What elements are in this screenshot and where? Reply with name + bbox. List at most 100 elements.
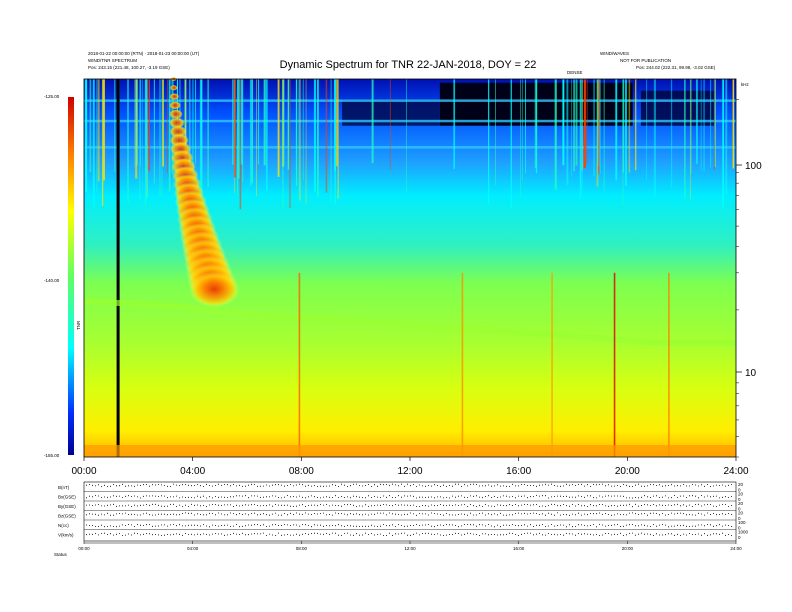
noise-streak <box>330 79 332 201</box>
bottom-tick-label: 04:00 <box>187 546 199 551</box>
noise-streak <box>579 79 582 198</box>
spike-line <box>298 272 301 457</box>
noise-streak <box>566 79 569 185</box>
noise-streak <box>305 79 307 204</box>
noise-streak <box>184 79 187 175</box>
x-tick-label: 20:00 <box>615 466 640 477</box>
noise-streak <box>281 79 284 168</box>
noise-streak <box>453 79 456 169</box>
panel-trace <box>86 483 732 487</box>
y-minor-ticks <box>736 99 739 458</box>
noise-streak <box>593 79 595 177</box>
noise-streak <box>487 79 490 205</box>
band-stripe <box>84 99 736 102</box>
bottom-tick-label: 08:00 <box>296 546 308 551</box>
x-tick-label: 00:00 <box>71 466 96 477</box>
noise-streak <box>200 79 203 191</box>
noise-streak <box>184 79 186 176</box>
noise-streak <box>236 79 238 196</box>
header-left-line-3: Pos: 243.15 (221.48, 100.27, -3.19 GSE) <box>88 65 170 70</box>
type-iii-burst-blob <box>169 93 180 100</box>
noise-streak <box>139 79 141 201</box>
noise-streak <box>522 79 524 181</box>
noise-streak <box>277 79 280 177</box>
noise-streak <box>135 79 138 179</box>
noise-streak <box>599 79 601 175</box>
spike-line <box>613 272 616 457</box>
bottom-tick-label: 00:00 <box>78 546 90 551</box>
noise-streak <box>684 79 686 199</box>
panel-label: N(cc) <box>58 523 69 528</box>
noise-streak <box>534 79 537 169</box>
colorbar <box>68 97 74 455</box>
type-iii-burst-blob <box>169 117 185 129</box>
noise-streak <box>289 79 291 209</box>
noise-streak <box>239 79 242 210</box>
noise-streak <box>703 79 705 173</box>
noise-streak <box>525 79 527 174</box>
colorbar-tick-mid: -140.00 <box>44 278 60 283</box>
noise-streak <box>495 79 496 186</box>
noise-streak <box>134 79 136 168</box>
data-gap-line <box>116 79 120 457</box>
noise-streak <box>287 79 290 170</box>
noise-streak <box>598 79 600 174</box>
noise-streak <box>249 79 252 186</box>
type-iii-burst-blob <box>169 101 181 110</box>
noise-streak <box>710 79 712 168</box>
panel-trace <box>86 495 732 499</box>
panel-right-tick: 20 <box>738 492 744 497</box>
spectrum-features <box>83 76 736 457</box>
noise-streak <box>298 79 300 203</box>
noise-streak <box>207 79 209 187</box>
noise-streak <box>145 79 148 202</box>
panel-right-tick: 0 <box>738 516 741 521</box>
noise-streak <box>624 79 627 186</box>
noise-streak <box>725 79 728 195</box>
noise-streak <box>317 79 319 198</box>
noise-streak <box>256 79 257 197</box>
noise-streak <box>586 79 588 164</box>
noise-streak <box>166 79 168 174</box>
panel-label: Bx(GSE) <box>58 494 76 499</box>
status-label: Status <box>54 552 68 557</box>
noise-streak <box>371 79 374 164</box>
noise-streak <box>581 79 583 171</box>
noise-streak <box>335 79 338 167</box>
noise-streak <box>159 79 161 196</box>
bottom-axis: 00:00 04:00 08:00 12:00 16:00 20:00 24:00 <box>78 541 742 551</box>
noise-streak <box>195 79 197 164</box>
noise-streak <box>282 79 284 208</box>
noise-streak <box>700 79 702 171</box>
noise-streak <box>573 79 575 172</box>
panel-right-tick: 0 <box>738 507 741 512</box>
spike-line <box>551 272 553 457</box>
noise-streak <box>722 79 724 210</box>
bottom-tick-label: 20:00 <box>622 546 634 551</box>
noise-streak <box>232 79 234 165</box>
header-right-line-3: Pos: 244.02 (222.31, 99.98, -3.02 GSE) <box>636 65 716 70</box>
noise-streak <box>313 79 317 192</box>
x-tick-label: 04:00 <box>180 466 205 477</box>
noise-streak <box>101 79 104 206</box>
panel-label: V(km/s) <box>58 532 74 537</box>
noise-streak <box>89 79 92 173</box>
noise-streak <box>114 79 116 172</box>
noise-streak <box>603 79 605 191</box>
noise-streak <box>162 79 164 167</box>
noise-streak <box>103 79 105 181</box>
header-right-line-2: NOT FOR PUBLICATION <box>620 58 671 63</box>
noise-streak <box>583 79 586 169</box>
panel-trace <box>86 512 732 516</box>
band-stripe <box>84 119 736 123</box>
panel-right-tick: 1000 <box>738 530 749 535</box>
noise-streak <box>96 79 98 193</box>
panel-frame <box>83 481 737 542</box>
x-tick-label: 16:00 <box>506 466 531 477</box>
noise-streak <box>554 79 557 190</box>
panel-right-tick: 0 <box>738 488 741 493</box>
noise-streak <box>714 79 716 168</box>
noise-streak <box>622 79 625 173</box>
noise-streak <box>168 79 171 192</box>
noise-streak <box>93 79 95 209</box>
